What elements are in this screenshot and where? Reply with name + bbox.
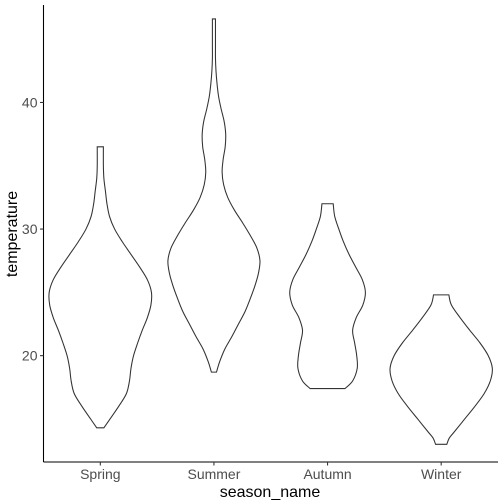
y-axis-ticks: 20 30 40 xyxy=(22,94,44,364)
violin-spring xyxy=(48,146,153,429)
x-axis-ticks: Spring Summer Autumn Winter xyxy=(80,462,462,482)
violin-winter xyxy=(389,294,493,445)
violins-layer xyxy=(48,18,493,445)
y-tick-label: 30 xyxy=(22,221,38,237)
violin-autumn xyxy=(289,203,366,390)
x-tick-label-summer: Summer xyxy=(187,466,240,482)
violin-summer xyxy=(167,18,261,373)
y-tick-label: 20 xyxy=(22,348,38,364)
x-tick-label-autumn: Autumn xyxy=(303,466,351,482)
x-axis-title: season_name xyxy=(220,484,321,501)
x-tick-label-winter: Winter xyxy=(421,466,462,482)
x-tick-label-spring: Spring xyxy=(80,466,120,482)
y-axis-title: temperature xyxy=(4,191,21,277)
y-tick-label: 40 xyxy=(22,94,38,110)
